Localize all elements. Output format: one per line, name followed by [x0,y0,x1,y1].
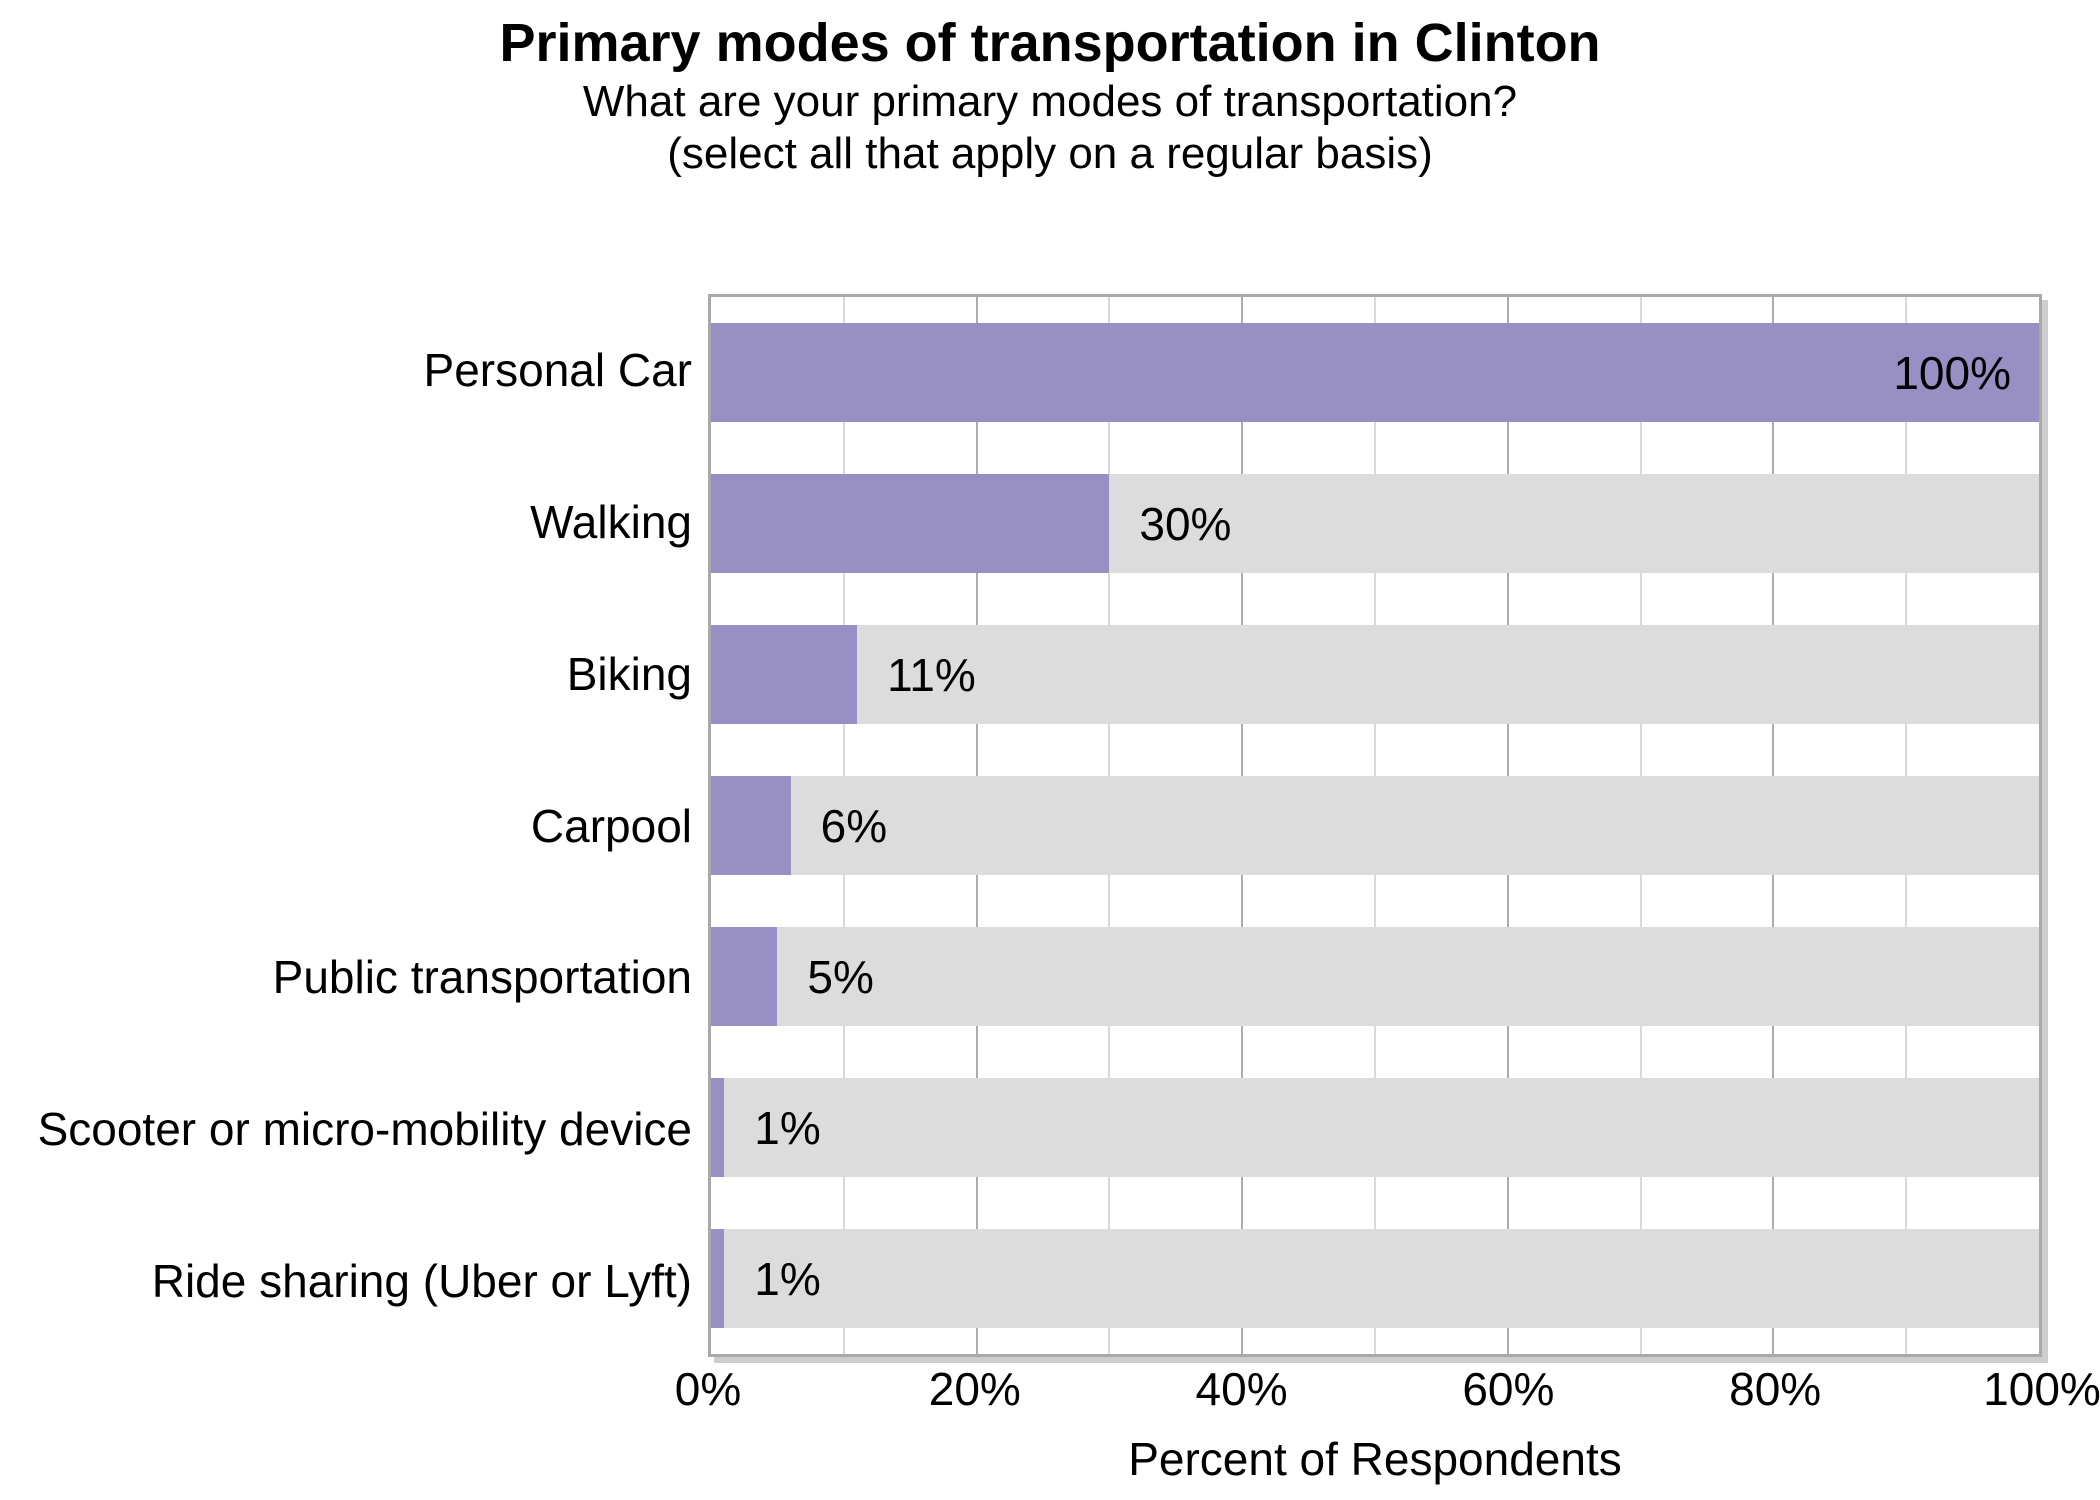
bar-track: 6% [711,775,2039,876]
bar-fill [711,1228,725,1329]
bar-fill [711,926,778,1027]
category-label: Biking [566,647,692,700]
category-label: Public transportation [272,951,692,1004]
category-axis: Personal Car Walking Biking Carpool Public t… [0,294,692,1357]
bar-value-label: 11% [887,648,976,701]
chart-title: Primary modes of transportation in Clint… [499,13,1601,73]
bar-fill [711,473,1110,574]
x-tick-label: 40% [1195,1363,1288,1415]
category-label: Carpool [530,799,692,852]
x-axis-ticks: 0% 20% 40% 60% 80% 100% [0,1362,2100,1422]
chart-subtitle-line-1: What are your primary modes of transport… [582,77,1518,126]
bar-row: 30% [711,448,2039,599]
bar-value-label: 1% [754,1101,821,1154]
bar-track: 100% [711,322,2039,423]
bar-value-label: 1% [754,1252,821,1305]
x-tick-label: 60% [1462,1363,1555,1415]
bar-track: 1% [711,1077,2039,1178]
bar-track: 1% [711,1228,2039,1329]
bar-value-label: 5% [807,950,874,1003]
bar-fill [711,775,791,876]
bar-row: 1% [711,1052,2039,1203]
category-label: Scooter or micro-mobility device [37,1103,692,1156]
x-tick-label: 0% [674,1363,742,1415]
bar-value-label: 30% [1139,497,1232,550]
bar-value-label: 100% [1893,346,2011,399]
bar-row: 11% [711,599,2039,750]
bar-fill [711,322,2039,423]
plot-area: 100% 30% 11% 6% 5% 1% 1% [708,294,2042,1357]
bar-row: 5% [711,901,2039,1052]
bar-row: 1% [711,1203,2039,1354]
category-label: Ride sharing (Uber or Lyft) [151,1255,692,1308]
bar-track: 30% [711,473,2039,574]
x-tick-label: 80% [1729,1363,1822,1415]
category-label: Walking [530,495,692,548]
bar-row: 100% [711,297,2039,448]
bar-track: 5% [711,926,2039,1027]
bar-fill [711,1077,725,1178]
x-axis-title: Percent of Respondents [1128,1433,1622,1485]
bar-fill [711,624,858,725]
bar-track: 11% [711,624,2039,725]
x-tick-label: 100% [1983,1363,2100,1415]
chart-subtitle-line-2: (select all that apply on a regular basi… [667,129,1433,178]
bar-value-label: 6% [820,799,888,852]
category-label: Personal Car [423,343,692,396]
bar-row: 6% [711,750,2039,901]
bar-rows: 100% 30% 11% 6% 5% 1% 1% [711,297,2039,1354]
x-tick-label: 20% [928,1363,1021,1415]
